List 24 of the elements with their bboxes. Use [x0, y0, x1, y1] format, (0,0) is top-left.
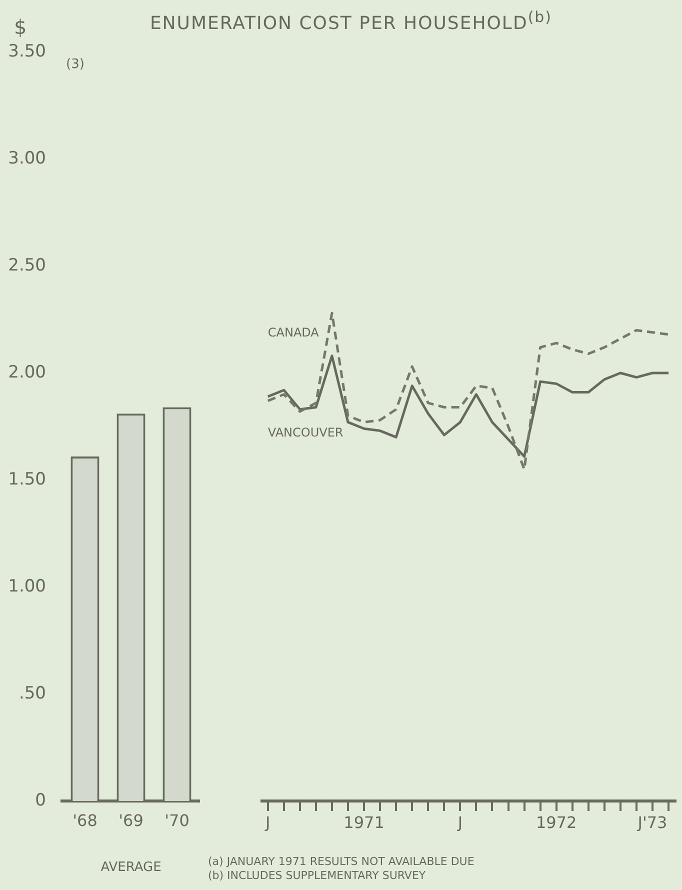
- y-tick-label: 3.00: [8, 148, 46, 168]
- x-axis-title: AVERAGE: [100, 860, 162, 875]
- text: (3): [66, 57, 84, 72]
- y-tick-label: .50: [18, 683, 46, 704]
- x-tick-label: J: [456, 812, 463, 832]
- y-tick-label: 3.50: [8, 41, 46, 62]
- y-tick-label: 2.50: [8, 255, 46, 276]
- x-tick-label: 1972: [536, 812, 577, 832]
- y-tick-label: 2.00: [8, 362, 46, 382]
- text: (a) JANUARY 1971 RESULTS NOT AVAILABLE DUE: [208, 855, 474, 868]
- x-tick-label: '68: [72, 810, 98, 830]
- chart-title: ENUMERATION COST PER HOUSEHOLD$^{(b)}$: [148, 8, 554, 34]
- x-tick-label: '69: [118, 810, 144, 830]
- y-axis-title: $: [14, 15, 27, 39]
- text: (b) INCLUDES SUPPLEMENTARY SURVEY: [208, 869, 426, 882]
- y-tick-label: 0: [35, 790, 46, 810]
- x-tick-label: 1971: [344, 812, 384, 832]
- x-tick-label: J'73: [636, 812, 668, 832]
- y-tick-label: 1.50: [8, 469, 46, 490]
- x-tick-label: '70: [164, 810, 190, 830]
- x-tick-label: J: [264, 812, 270, 832]
- series-label: VANCOUVER: [268, 426, 344, 440]
- series-label: CANADA: [268, 326, 320, 340]
- y-tick-label: 1.00: [8, 576, 46, 596]
